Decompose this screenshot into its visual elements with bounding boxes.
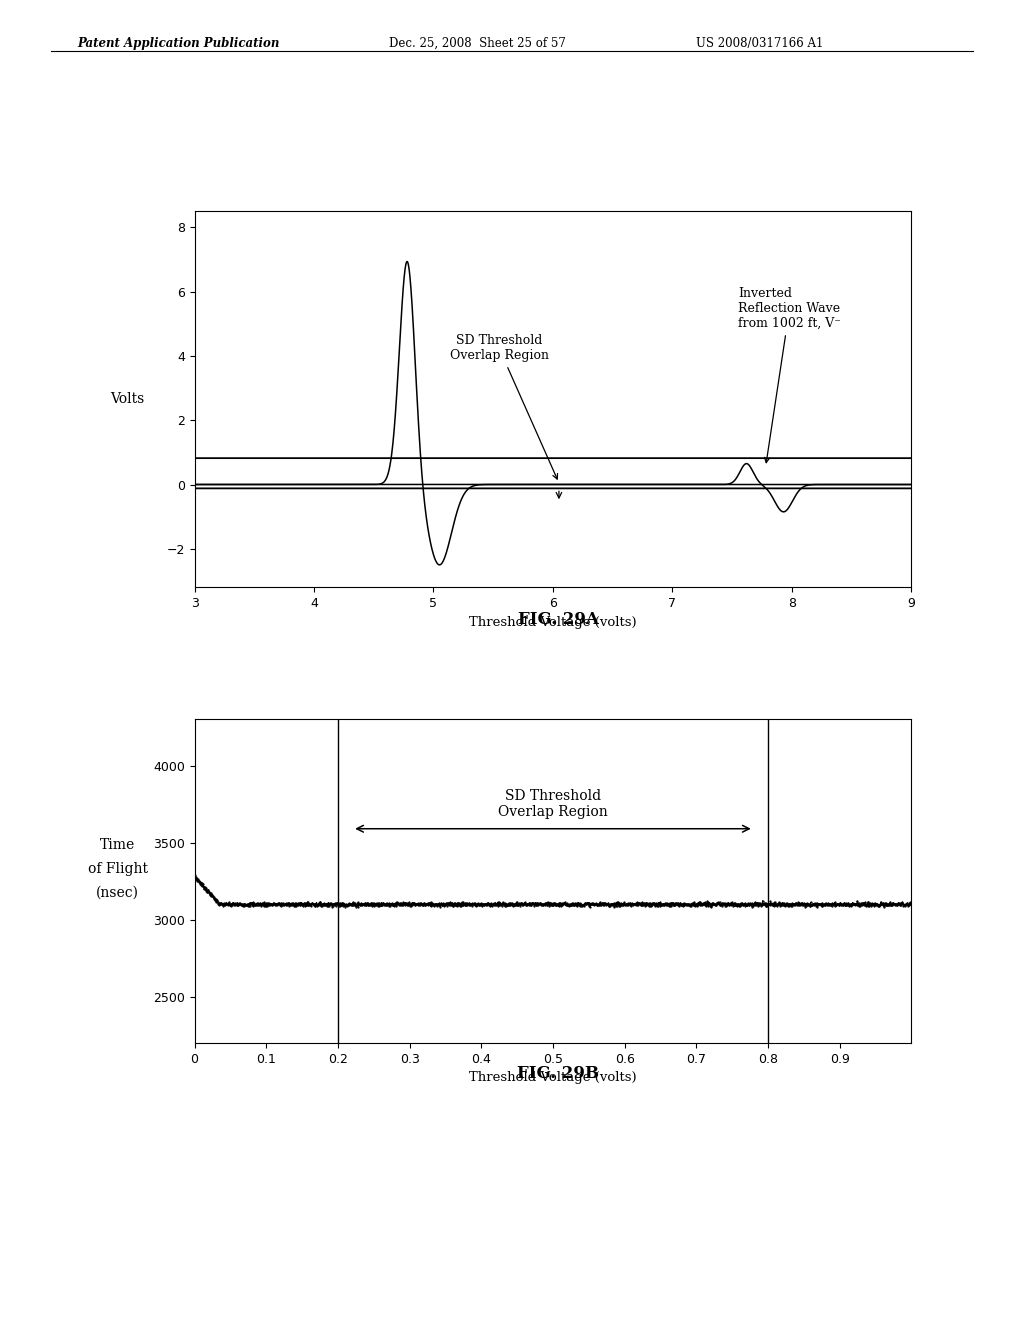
Y-axis label: Volts: Volts — [111, 392, 144, 407]
Text: FIG. 29A: FIG. 29A — [518, 611, 598, 628]
Text: of Flight: of Flight — [88, 862, 147, 875]
Text: US 2008/0317166 A1: US 2008/0317166 A1 — [696, 37, 823, 50]
Text: SD Threshold
Overlap Region: SD Threshold Overlap Region — [498, 789, 608, 820]
Text: FIG. 29B: FIG. 29B — [517, 1065, 599, 1082]
X-axis label: Threshold Voltage (volts): Threshold Voltage (volts) — [469, 1071, 637, 1084]
Text: Time: Time — [100, 838, 135, 851]
X-axis label: Threshold Voltage (volts): Threshold Voltage (volts) — [469, 615, 637, 628]
Text: Dec. 25, 2008  Sheet 25 of 57: Dec. 25, 2008 Sheet 25 of 57 — [389, 37, 566, 50]
Text: SD Threshold
Overlap Region: SD Threshold Overlap Region — [450, 334, 557, 479]
Text: Patent Application Publication: Patent Application Publication — [77, 37, 280, 50]
Text: (nsec): (nsec) — [96, 886, 139, 899]
Text: Inverted
Reflection Wave
from 1002 ft, V⁻: Inverted Reflection Wave from 1002 ft, V… — [738, 288, 841, 463]
